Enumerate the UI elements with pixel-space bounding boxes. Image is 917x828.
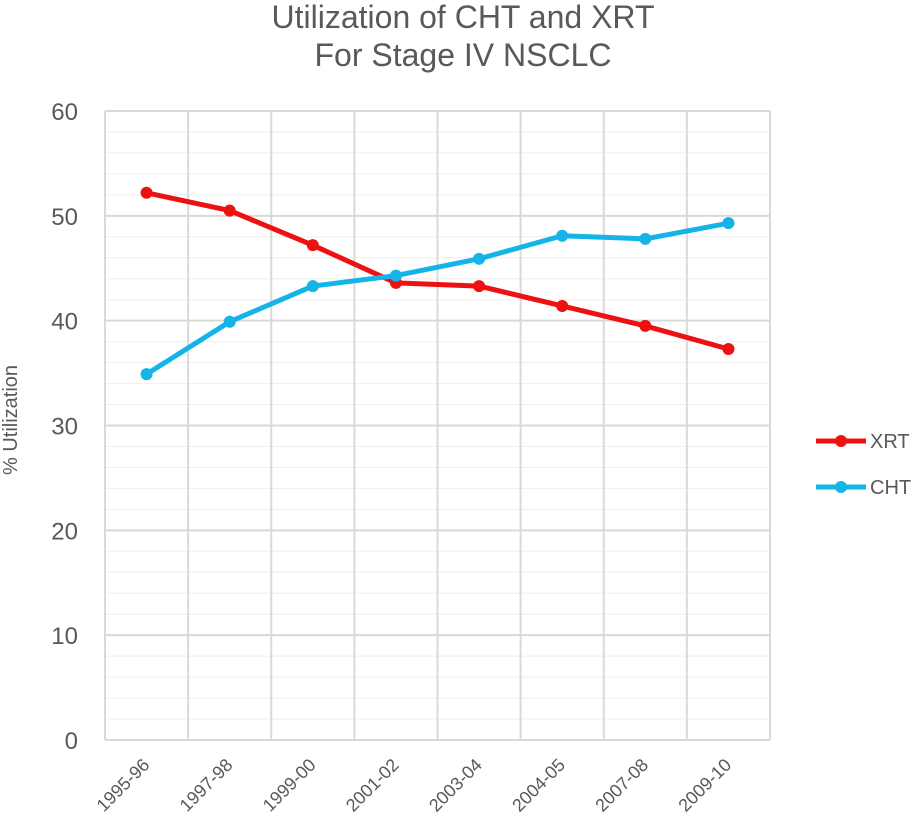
- y-axis-ticks: 0 10 20 30 40 50 60: [51, 99, 78, 755]
- data-point-xrt: [556, 299, 569, 312]
- x-tick-label: 2001-02: [342, 755, 403, 816]
- x-tick-label: 2003-04: [425, 755, 486, 816]
- x-tick-label: 1995-96: [93, 755, 154, 816]
- chart-title: Utilization of CHT and XRT: [272, 0, 655, 35]
- y-tick-label: 10: [51, 623, 78, 650]
- data-point-cht: [556, 229, 569, 242]
- data-point-xrt: [306, 239, 319, 252]
- y-tick-label: 50: [51, 204, 78, 231]
- x-tick-label: 1999-00: [259, 755, 320, 816]
- legend: XRT CHT: [816, 431, 911, 499]
- x-tick-label: 2009-10: [674, 755, 735, 816]
- data-point-cht: [223, 315, 236, 328]
- data-point-xrt: [140, 186, 153, 199]
- y-tick-label: 0: [65, 728, 78, 755]
- legend-marker-cht: [835, 481, 847, 493]
- x-tick-label: 1997-98: [176, 755, 237, 816]
- series-line-cht: [144, 220, 731, 377]
- legend-label-cht: CHT: [870, 477, 911, 499]
- y-tick-label: 40: [51, 309, 78, 336]
- y-tick-label: 30: [51, 414, 78, 441]
- data-point-cht: [473, 252, 486, 265]
- data-point-xrt: [722, 342, 735, 355]
- data-point-xrt: [223, 204, 236, 217]
- data-point-xrt: [639, 319, 652, 332]
- y-tick-label: 60: [51, 99, 78, 126]
- data-point-cht: [639, 232, 652, 245]
- y-axis-label: % Utilization: [0, 365, 22, 475]
- series-lines: [140, 186, 735, 381]
- y-tick-label: 20: [51, 518, 78, 545]
- series-line-xrt: [144, 190, 731, 352]
- data-point-cht: [722, 217, 735, 230]
- data-point-cht: [140, 368, 153, 381]
- legend-label-xrt: XRT: [870, 431, 910, 453]
- data-point-xrt: [473, 280, 486, 293]
- x-axis-ticks: 1995-96 1997-98 1999-00 2001-02 2003-04 2004-…: [93, 755, 736, 816]
- data-point-cht: [389, 269, 402, 282]
- x-tick-label: 2004-05: [508, 755, 569, 816]
- data-point-cht: [306, 280, 319, 293]
- legend-marker-xrt: [835, 435, 847, 447]
- chart-subtitle: For Stage IV NSCLC: [315, 37, 612, 73]
- gridlines: [104, 110, 771, 741]
- x-tick-label: 2007-08: [591, 755, 652, 816]
